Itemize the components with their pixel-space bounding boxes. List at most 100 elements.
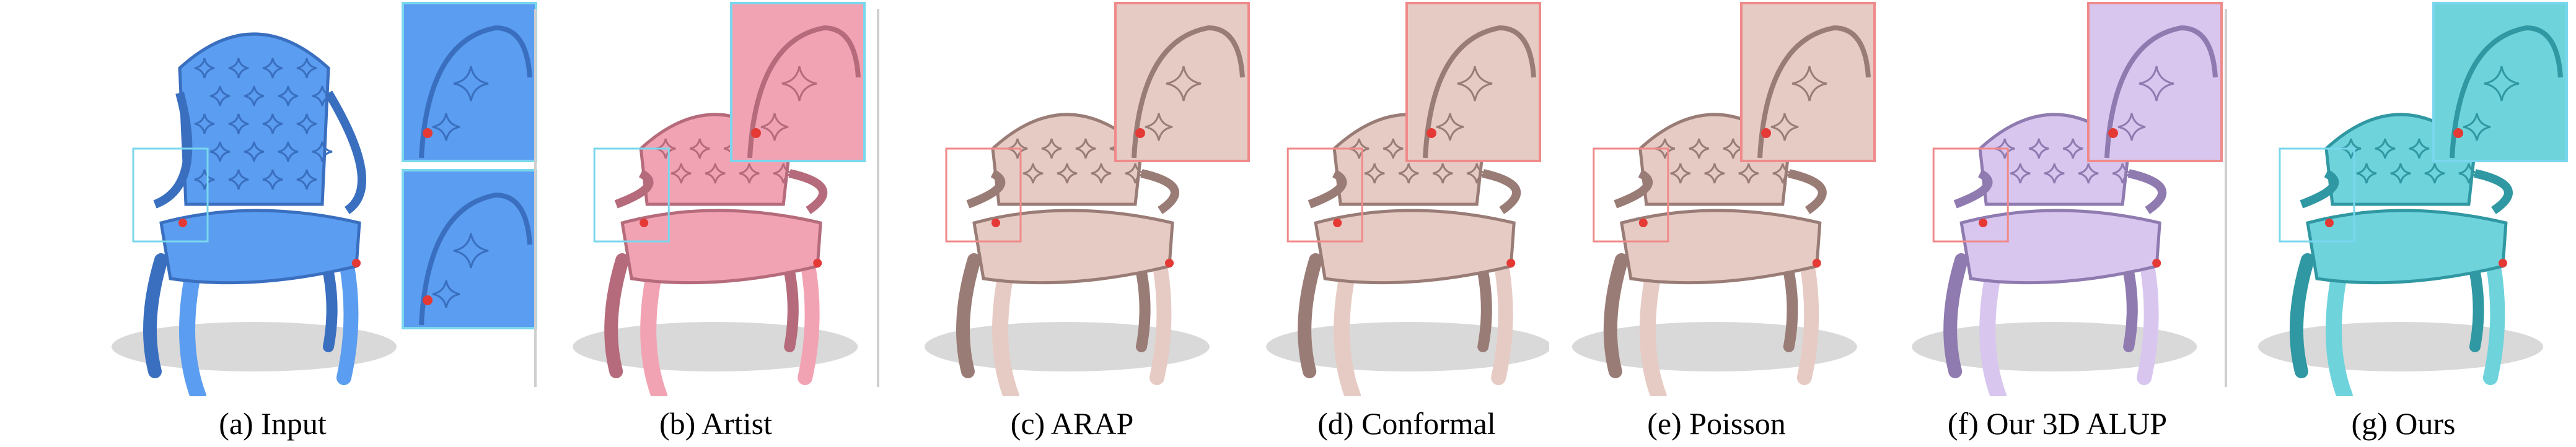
tuft-star [1007, 138, 1028, 159]
tuft-star [432, 280, 460, 308]
chair-leg [992, 271, 1019, 396]
tuft-star [1791, 66, 1827, 102]
zoom-inset [402, 169, 537, 329]
tuft-star [228, 58, 249, 79]
tuft-star [1145, 113, 1173, 141]
chair-armrest [1140, 169, 1179, 214]
chair-armrest [966, 169, 1006, 209]
tuft-star [1075, 138, 1096, 159]
chair-seat [620, 209, 822, 285]
zoomed-chair-edge [419, 25, 532, 158]
tuft-star [1994, 138, 2015, 159]
tuft-star [2117, 113, 2146, 141]
chair-model [1572, 113, 1857, 396]
tuft-star [2112, 163, 2133, 184]
tuft-star [2028, 138, 2049, 159]
constraint-point [1812, 259, 1821, 267]
tuft-star [2062, 138, 2083, 159]
tuft-star [262, 169, 283, 190]
panel-g: (g) Ours [2231, 0, 2576, 447]
tuft-star [1398, 163, 1419, 184]
tuft-star [2010, 163, 2031, 184]
zoom-inset [2432, 2, 2568, 162]
tuft-star [244, 141, 265, 162]
detail-region-box [132, 147, 209, 243]
zoomed-chair-edge [2104, 25, 2218, 158]
constraint-point [1333, 219, 1342, 227]
chair-render [1266, 2, 1549, 396]
chair-leg [798, 259, 820, 385]
constraint-point [2498, 259, 2507, 267]
chair-armrest [2474, 169, 2513, 214]
chair-armrest [153, 92, 193, 209]
tuft-star [1348, 138, 1369, 159]
constraint-point [751, 128, 761, 138]
tuft-star [312, 141, 333, 162]
chair-leg [179, 271, 206, 396]
chair-render [925, 2, 1250, 396]
panel-a: (a) Input [0, 0, 545, 447]
tuft-star [278, 85, 299, 106]
tuft-star [1772, 163, 1793, 184]
chair-seat [2306, 209, 2508, 285]
constraint-point [1165, 259, 1174, 267]
chair-seat [159, 209, 361, 285]
constraint-point [1638, 219, 1648, 227]
detail-region-box [593, 147, 670, 243]
chair-seat [1959, 209, 2161, 285]
tuft-star [1091, 163, 1112, 184]
tuft-star [2341, 138, 2362, 159]
constraint-point [423, 295, 433, 305]
tuft-star [739, 163, 760, 184]
detail-region-box [945, 147, 1022, 243]
zoom-inset [1740, 2, 1876, 162]
tuft-star [2375, 138, 2396, 159]
tuft-star [1383, 138, 1404, 159]
tuft-star [655, 138, 676, 159]
detail-region-box [1593, 147, 1669, 243]
constraint-point [1979, 219, 1988, 227]
tuft-star [194, 58, 215, 79]
tuft-star [244, 85, 265, 106]
tuft-star [432, 113, 460, 141]
chair-model [573, 113, 858, 396]
panel-caption: (f) Our 3D ALUP [1947, 406, 2168, 441]
chair-leg [2325, 271, 2353, 396]
tuft-star [2484, 66, 2520, 102]
tuft-star [2424, 163, 2445, 184]
tuft-star [689, 138, 710, 159]
chair-leg [604, 253, 630, 378]
constraint-point [640, 219, 649, 227]
chair-leg [1639, 271, 1667, 396]
chair-leg [1979, 271, 2007, 396]
tuft-star [1704, 163, 1725, 184]
chair-leg [1334, 271, 1361, 396]
zoom-inset [1114, 2, 1250, 162]
chair-leg [1603, 253, 1629, 378]
constraint-point [352, 259, 361, 267]
zoomed-chair-edge [1423, 25, 1536, 158]
zoomed-chair-edge [1132, 25, 1245, 158]
tuft-star [1466, 163, 1487, 184]
constraint-point [2324, 219, 2334, 227]
tuft-star [1655, 138, 1676, 159]
tuft-star [2390, 163, 2411, 184]
tuft-star [1022, 163, 1044, 184]
chair-leg [956, 253, 981, 378]
zoomed-chair-edge [747, 25, 861, 158]
tuft-star [296, 58, 317, 79]
tuft-star [296, 169, 317, 190]
chair-leg [1796, 259, 1819, 385]
zoom-inset [1405, 2, 1541, 162]
tuft-star [2463, 113, 2491, 141]
tuft-star [1670, 163, 1691, 184]
tuft-star [2078, 163, 2099, 184]
panel-divider [877, 9, 879, 387]
chair-render [1572, 2, 1876, 396]
chair-render [1912, 2, 2223, 396]
detail-region-box [1932, 147, 2009, 243]
constraint-point [1426, 128, 1436, 138]
tuft-star [2139, 66, 2174, 102]
tuft-star [705, 163, 726, 184]
chair-seat [972, 209, 1174, 285]
